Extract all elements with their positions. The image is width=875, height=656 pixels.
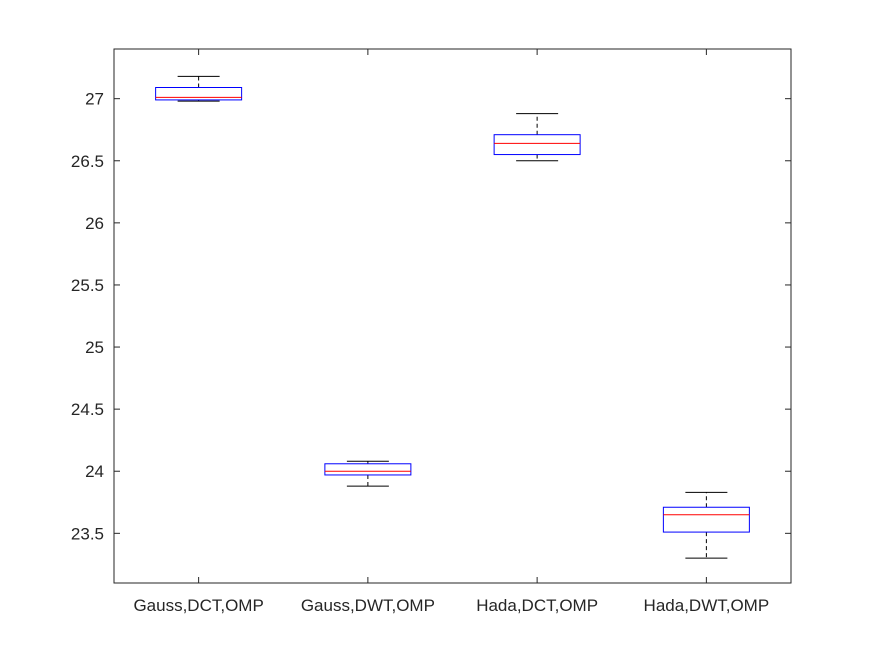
box-group bbox=[662, 491, 750, 559]
plot-area bbox=[113, 48, 792, 584]
box-group bbox=[324, 460, 412, 487]
y-tick-label: 25 bbox=[85, 338, 104, 357]
y-tick-label: 24 bbox=[85, 462, 104, 481]
x-tick-label: Hada,DCT,OMP bbox=[476, 596, 598, 615]
y-tick-label: 24.5 bbox=[71, 400, 104, 419]
x-tick-label: Hada,DWT,OMP bbox=[644, 596, 770, 615]
y-tick-label: 27 bbox=[85, 90, 104, 109]
x-axis: Gauss,DCT,OMP Gauss,DWT,OMP Hada,DCT,OMP Ha… bbox=[133, 49, 769, 615]
y-tick-label: 23.5 bbox=[71, 524, 104, 543]
iqr-box bbox=[662, 506, 750, 533]
x-tick-label: Gauss,DCT,OMP bbox=[133, 596, 263, 615]
iqr-box bbox=[155, 86, 243, 101]
y-tick-label: 26.5 bbox=[71, 152, 104, 171]
iqr-box bbox=[493, 134, 581, 156]
y-tick-label: 26 bbox=[85, 214, 104, 233]
box-group bbox=[155, 75, 243, 102]
box-group bbox=[493, 113, 581, 162]
boxes bbox=[155, 75, 750, 559]
iqr-box bbox=[324, 463, 412, 476]
y-tick-label: 25.5 bbox=[71, 276, 104, 295]
y-axis: 23.5 24 24.5 25 25.5 26 26.5 27 bbox=[71, 90, 791, 543]
x-tick-label: Gauss,DWT,OMP bbox=[301, 596, 435, 615]
